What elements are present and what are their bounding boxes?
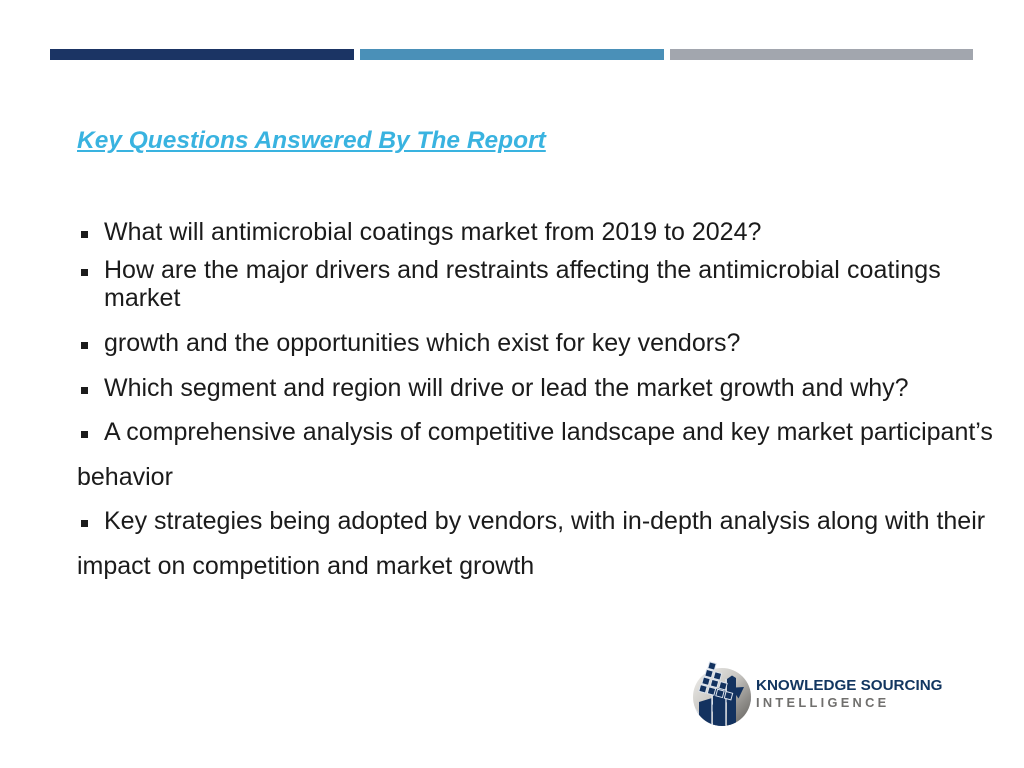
svg-text:KNOWLEDGE SOURCING: KNOWLEDGE SOURCING [756, 677, 942, 694]
svg-text:INTELLIGENCE: INTELLIGENCE [756, 695, 889, 710]
